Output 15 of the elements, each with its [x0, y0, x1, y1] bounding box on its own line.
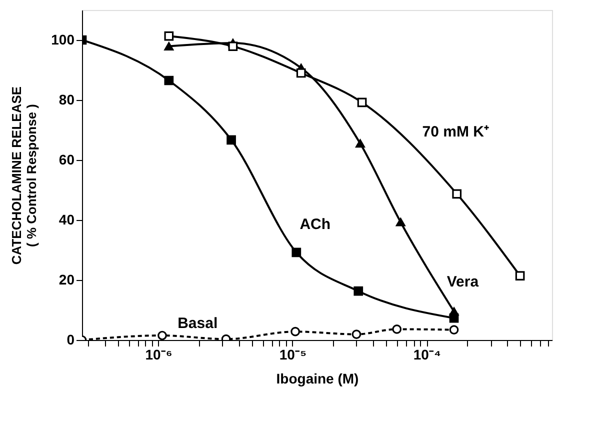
y-tick-label: 60 [58, 152, 75, 168]
x-axis-title: Ibogaine (M) [276, 370, 359, 386]
y-tick-label: 0 [66, 332, 75, 348]
annotation: Vera [446, 274, 480, 291]
x-tick-label: 10⁻⁶ [145, 346, 172, 362]
y-axis-title: CATECHOLAMINE RELEASE ( % Control Response ) [9, 86, 40, 265]
y-tick-label: 40 [58, 212, 75, 228]
x-tick-label: 10⁻⁵ [279, 346, 307, 362]
y-tick-label: 100 [51, 32, 75, 48]
annotation: ACh [300, 216, 331, 234]
annotation: Basal [178, 314, 218, 332]
x-tick-label: 10⁻⁴ [413, 346, 441, 362]
y-tick-label: 20 [58, 272, 75, 288]
y-tick-label: 80 [58, 92, 75, 108]
annotation: 70 mM K⁺ [422, 123, 489, 140]
